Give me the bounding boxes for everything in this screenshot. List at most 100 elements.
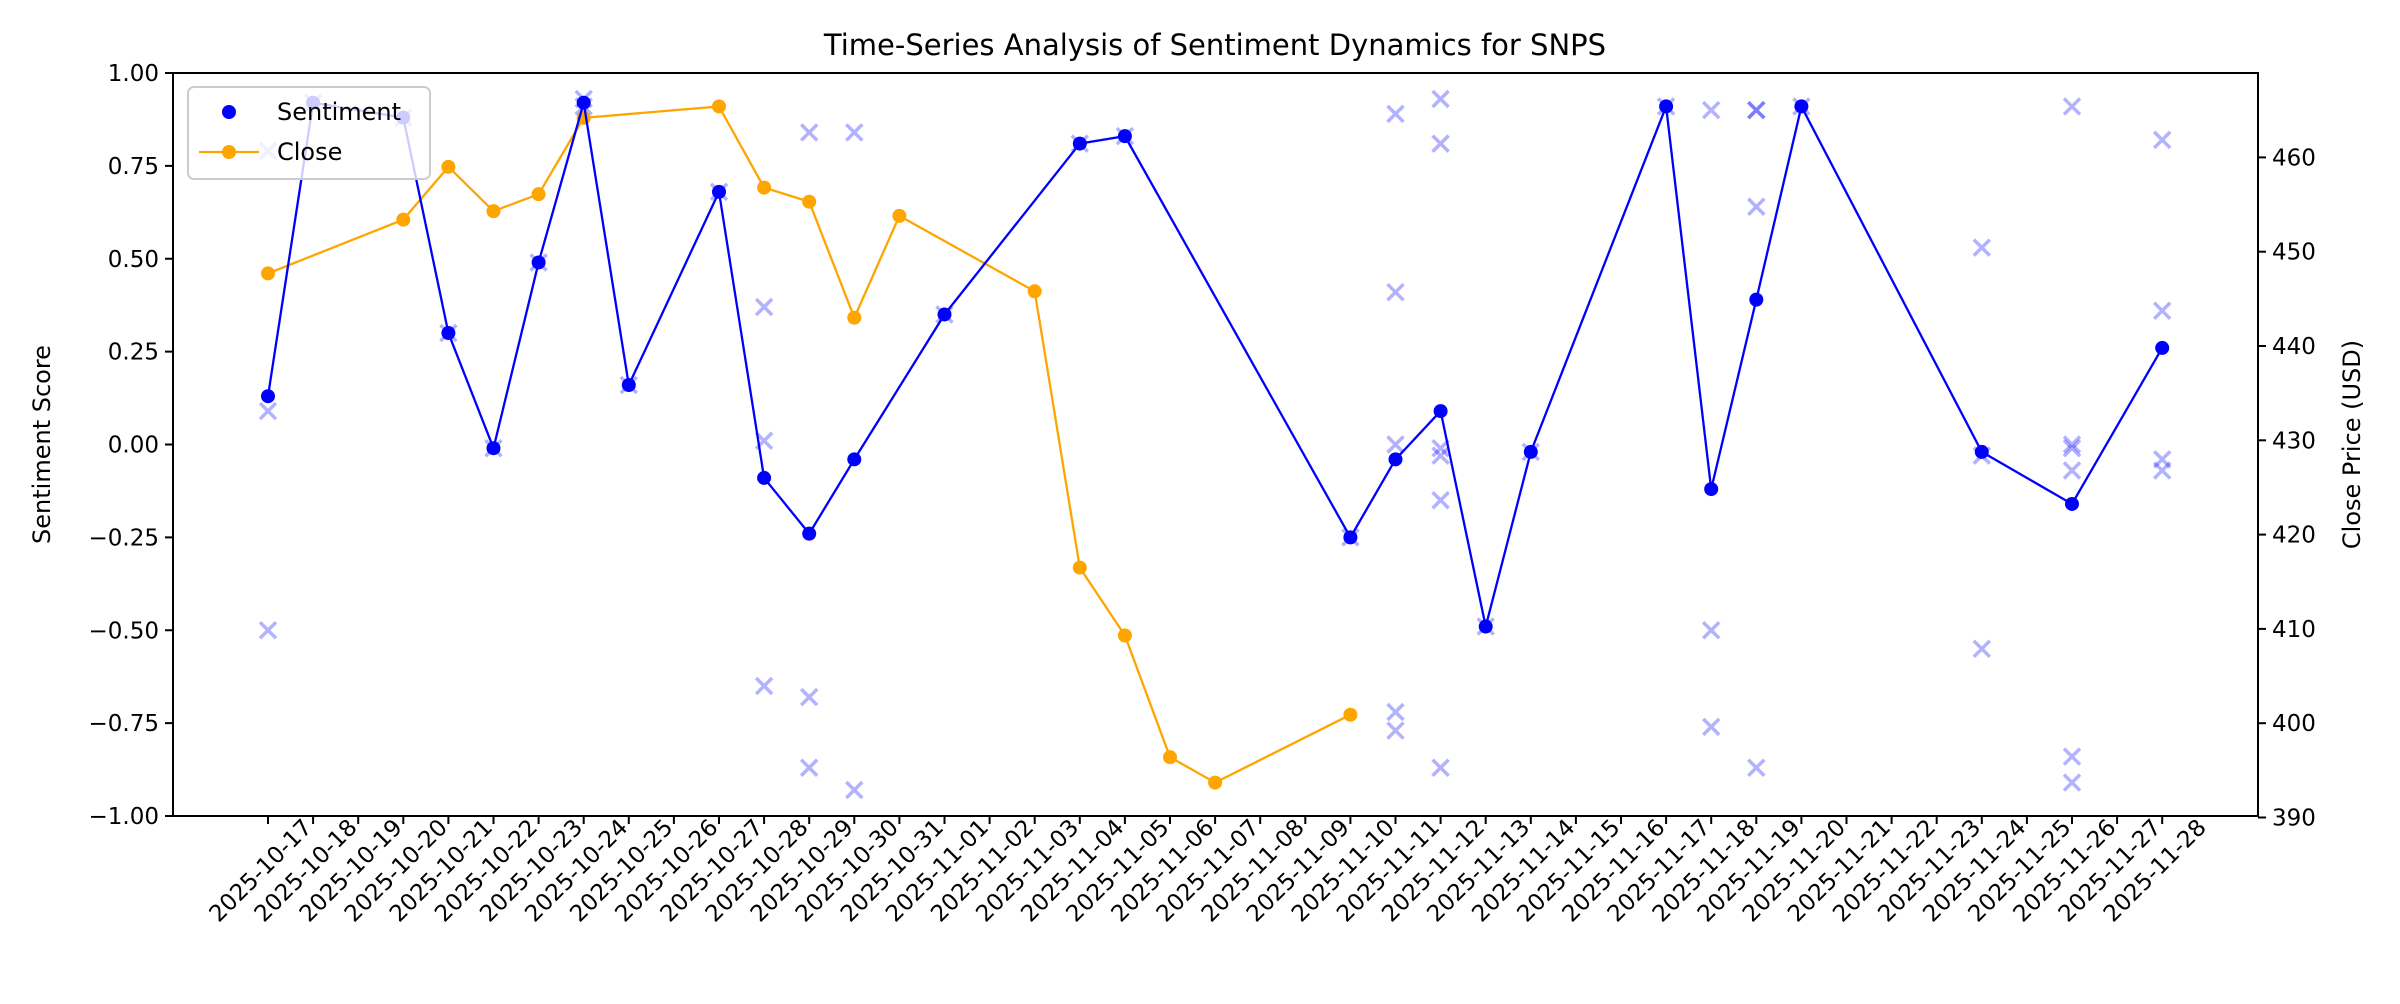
close-point [892, 208, 907, 223]
x-marker [799, 123, 819, 142]
x-marker [845, 780, 864, 800]
x-marker [1431, 134, 1450, 153]
sentiment-point [937, 307, 952, 322]
close-point [486, 204, 501, 219]
x-marker [2062, 438, 2082, 458]
close-point [802, 194, 817, 209]
x-marker [2062, 97, 2082, 116]
y-tick-label-right: 390 [2272, 806, 2316, 832]
y-tick-label-right: 400 [2272, 711, 2316, 737]
y-tick-label-left: −0.75 [89, 711, 159, 737]
close-point [396, 212, 411, 227]
legend-close-label: Close [277, 138, 342, 166]
close-point [712, 99, 726, 114]
x-marker [2152, 130, 2172, 150]
sentiment-point [531, 255, 546, 270]
x-marker [2062, 435, 2082, 454]
x-marker [258, 401, 278, 421]
x-marker [1431, 438, 1450, 458]
x-marker [2152, 450, 2172, 469]
y-tick-label-left: −0.50 [89, 618, 159, 644]
x-marker [258, 621, 278, 640]
close-point [1343, 707, 1358, 722]
x-marker [1386, 702, 1405, 722]
y-tick-label-left: −1.00 [89, 804, 159, 830]
y-tick-label-left: 0.25 [108, 340, 159, 366]
x-marker [2062, 461, 2082, 480]
sentiment-point [2065, 496, 2079, 511]
x-marker [1431, 446, 1450, 465]
sentiment-point [1343, 530, 1358, 545]
sentiment-point [1794, 99, 1809, 114]
x-marker [1972, 238, 1992, 257]
sentiment-point [1659, 99, 1674, 114]
sentiment-point [486, 441, 501, 456]
y-tick-label-left: 0.00 [108, 433, 159, 459]
y-tick-label-left: −0.25 [89, 525, 159, 551]
y-tick-label-left: 0.50 [108, 247, 159, 273]
x-marker [1747, 758, 1766, 777]
sentiment-point [1117, 129, 1132, 144]
x-marker [2062, 773, 2082, 792]
legend: Sentiment Close [187, 86, 431, 180]
x-marker [1972, 639, 1992, 659]
sentiment-point [847, 452, 862, 467]
y-tick-label-right: 410 [2272, 617, 2316, 643]
legend-sentiment-label: Sentiment [277, 98, 401, 126]
x-marker [754, 676, 774, 696]
close-point [1117, 628, 1132, 643]
sentiment-point [1433, 404, 1448, 419]
sentiment-point [1072, 136, 1087, 151]
x-marker [2152, 301, 2172, 320]
y-tick-label-right: 440 [2272, 334, 2316, 360]
y-axis-label-right: Close Price (USD) [2338, 340, 2366, 549]
x-marker [1431, 490, 1450, 510]
x-marker [2062, 747, 2082, 766]
sentiment-point [1749, 292, 1764, 307]
legend-box [187, 86, 431, 180]
sentiment-point [621, 378, 636, 393]
legend-sentiment-icon [222, 105, 236, 119]
x-marker [1747, 197, 1766, 216]
sentiment-point [712, 184, 726, 199]
sentiment-point [757, 470, 772, 485]
close-point [441, 159, 456, 174]
individual-sentiment-markers [258, 89, 2172, 800]
x-marker [1386, 104, 1405, 124]
x-marker [1431, 758, 1450, 777]
sentiment-point [802, 526, 817, 541]
sentiment-series [261, 95, 2170, 634]
close-point [1072, 560, 1087, 575]
y-tick-label-left: 1.00 [108, 61, 159, 87]
sentiment-point [1388, 452, 1403, 467]
y-tick-label-right: 430 [2272, 428, 2316, 454]
sentiment-point [1523, 444, 1538, 459]
x-marker [1701, 621, 1721, 640]
y-tick-label-right: 420 [2272, 523, 2316, 549]
x-marker [1386, 721, 1405, 740]
sentiment-point [261, 389, 275, 404]
legend-close-icon [222, 145, 236, 159]
x-marker [754, 297, 774, 317]
close-series [261, 99, 1358, 790]
sentiment-point [1478, 619, 1493, 634]
y-axis-label-left: Sentiment Score [28, 345, 56, 544]
chart-title: Time-Series Analysis of Sentiment Dynami… [823, 28, 1606, 62]
x-marker [1431, 89, 1450, 109]
y-tick-label-right: 460 [2272, 145, 2316, 171]
close-point [1163, 750, 1177, 765]
y-tick-label-left: 0.75 [108, 154, 159, 180]
axes: 1.00 0.75 0.50 0.25 0.00 −0.25 −0.50 −0.75 −1.00… [89, 61, 2316, 928]
x-marker [1701, 717, 1721, 737]
close-point [1027, 284, 1042, 299]
y-tick-label-right: 450 [2272, 240, 2316, 266]
close-point [261, 266, 275, 281]
x-marker [1386, 282, 1405, 302]
x-marker [1747, 100, 1766, 120]
close-point [757, 180, 772, 195]
x-marker [799, 687, 819, 707]
plot-frame [172, 72, 2259, 817]
x-marker [799, 758, 819, 777]
